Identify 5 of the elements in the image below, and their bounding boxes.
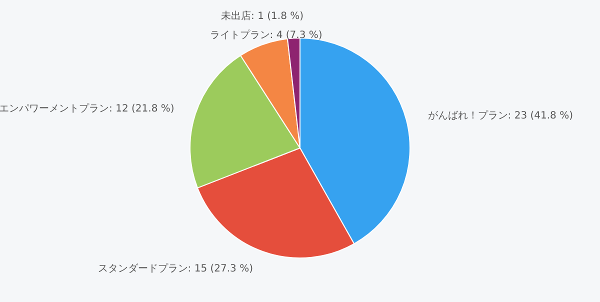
slice-label: スタンダードプラン: 15 (27.3 %) [98, 262, 254, 275]
slice-label: がんばれ！プラン: 23 (41.8 %) [428, 109, 574, 122]
slice-label: 未出店: 1 (1.8 %) [221, 10, 304, 22]
slice-label: エンパワーメントプラン: 12 (21.8 %) [0, 102, 174, 114]
slice-label: ライトプラン: 4 (7.3 %) [210, 29, 322, 42]
